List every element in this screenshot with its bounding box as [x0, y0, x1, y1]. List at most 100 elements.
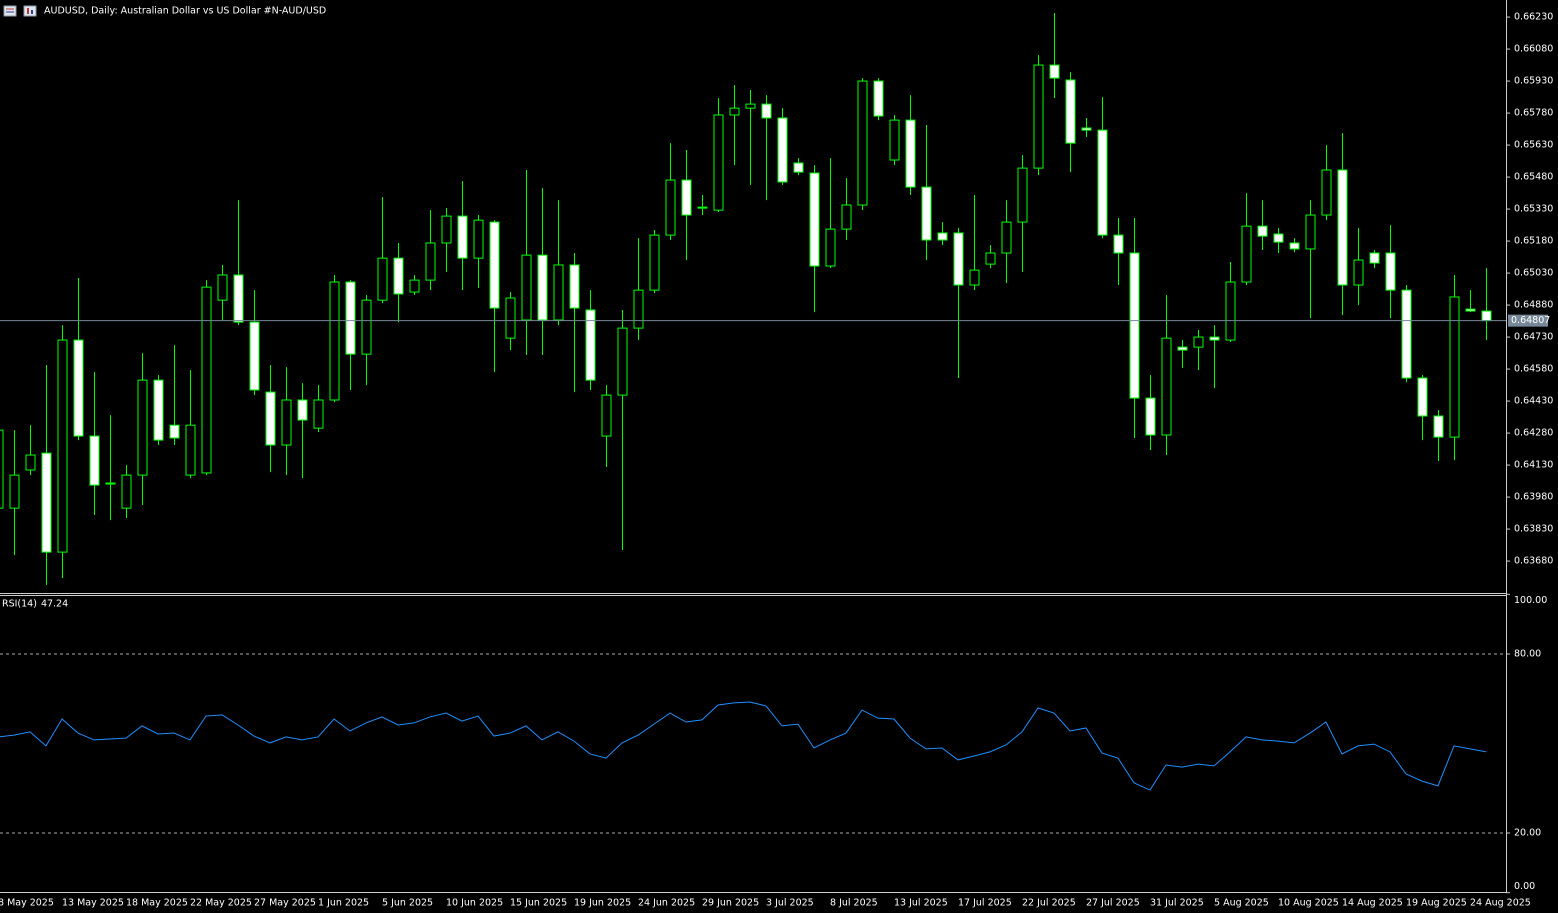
candle-body [713, 114, 724, 211]
x-tick-label: 27 May 2025 [254, 898, 316, 909]
candle-body [105, 482, 116, 485]
candle-body [953, 232, 964, 286]
candle-body [169, 424, 180, 439]
candle-body [1257, 225, 1268, 237]
candle-body [1465, 308, 1476, 312]
candle-body [1241, 225, 1252, 283]
candle-body [1129, 252, 1140, 399]
candle-body [1337, 169, 1348, 286]
candle-body [345, 281, 356, 355]
x-tick-label: 5 Jun 2025 [382, 898, 433, 909]
candle-body [1081, 127, 1092, 131]
y-tick-label: 0.64730 [1514, 332, 1553, 343]
candle-body [441, 215, 452, 244]
candle-body [1353, 259, 1364, 286]
x-tick-label: 8 May 2025 [0, 898, 54, 909]
header-icons [3, 5, 37, 17]
y-tick-label: 0.65930 [1514, 76, 1553, 87]
candle-body [201, 286, 212, 474]
y-tick-label: 0.63980 [1514, 492, 1553, 503]
candle-body [137, 379, 148, 476]
candle-body [681, 179, 692, 216]
candle-body [825, 228, 836, 267]
candle-body [537, 254, 548, 321]
candle-body [649, 234, 660, 291]
candle-body [1321, 169, 1332, 216]
x-tick-label: 13 May 2025 [62, 898, 124, 909]
last-price-label: 0.64807 [1511, 315, 1550, 326]
x-tick-label: 19 Jun 2025 [574, 898, 631, 909]
y-tick-label: 0.64280 [1514, 428, 1553, 439]
candle-body [0, 429, 4, 509]
candle-body [473, 219, 484, 259]
candle-body [921, 186, 932, 241]
candle-body [313, 399, 324, 429]
candle-body [617, 327, 628, 396]
y-tick-label: 0.66080 [1514, 44, 1553, 55]
candle-body [249, 321, 260, 391]
candle-body [153, 379, 164, 441]
candle-body [1417, 377, 1428, 417]
x-tick-label: 17 Jul 2025 [958, 898, 1012, 909]
x-tick-label: 24 Aug 2025 [1470, 898, 1531, 909]
x-tick-label: 22 May 2025 [190, 898, 252, 909]
y-tick-label: 0.65780 [1514, 108, 1553, 119]
candle-body [329, 281, 340, 401]
y-tick-label: 20.00 [1514, 828, 1541, 839]
x-tick-label: 3 Jul 2025 [766, 898, 814, 909]
candle-body [777, 117, 788, 183]
x-tick-label: 31 Jul 2025 [1150, 898, 1204, 909]
candle-body [1145, 397, 1156, 436]
candle-body [1305, 214, 1316, 250]
candle-body [1273, 233, 1284, 243]
x-tick-label: 15 Jun 2025 [510, 898, 567, 909]
icon [23, 5, 37, 17]
candle-body [521, 254, 532, 321]
candle-body [1481, 310, 1492, 322]
candle-body [377, 257, 388, 301]
icon-detail [27, 8, 29, 14]
y-tick-label: 0.64580 [1514, 364, 1553, 375]
x-tick-label: 27 Jul 2025 [1086, 898, 1140, 909]
candle-body [361, 299, 372, 355]
candle-body [937, 232, 948, 241]
candle-body [185, 424, 196, 476]
y-tick-label: 0.66230 [1514, 12, 1553, 23]
candle-body [25, 454, 36, 471]
candle-body [569, 264, 580, 309]
chart-title: AUDUSD, Daily: Australian Dollar vs US D… [44, 6, 326, 17]
y-tick-label: 0.65330 [1514, 204, 1553, 215]
candle-body [233, 274, 244, 323]
y-tick-label: 0.64880 [1514, 300, 1553, 311]
indicator-value: 47.24 [41, 599, 68, 610]
candle-body [857, 80, 868, 206]
icon-detail [31, 10, 33, 14]
candle-body [969, 269, 980, 286]
candle-body [297, 399, 308, 421]
candle-body [457, 215, 468, 259]
candle-body [809, 172, 820, 267]
y-tick-label: 0.64130 [1514, 460, 1553, 471]
y-tick-label: 0.63830 [1514, 524, 1553, 535]
x-tick-label: 10 Aug 2025 [1278, 898, 1339, 909]
candle-body [1049, 64, 1060, 79]
candle-body [585, 309, 596, 381]
candle-body [505, 297, 516, 339]
candle-body [1209, 336, 1220, 341]
y-tick-label: 80.00 [1514, 648, 1541, 659]
candle-body [9, 474, 20, 509]
candle-body [745, 103, 756, 109]
candle-body [1369, 252, 1380, 264]
candle-body [409, 279, 420, 293]
x-tick-label: 24 Jun 2025 [638, 898, 695, 909]
candle-body [729, 107, 740, 116]
last-price-box [1508, 314, 1548, 327]
candle-body [905, 119, 916, 188]
candle-body [73, 339, 84, 437]
x-tick-label: 14 Aug 2025 [1342, 898, 1403, 909]
candle-body [1177, 346, 1188, 351]
x-tick-label: 22 Jul 2025 [1022, 898, 1076, 909]
candle-body [1289, 242, 1300, 250]
candle-body [121, 474, 132, 509]
y-tick-label: 0.00 [1514, 881, 1535, 892]
